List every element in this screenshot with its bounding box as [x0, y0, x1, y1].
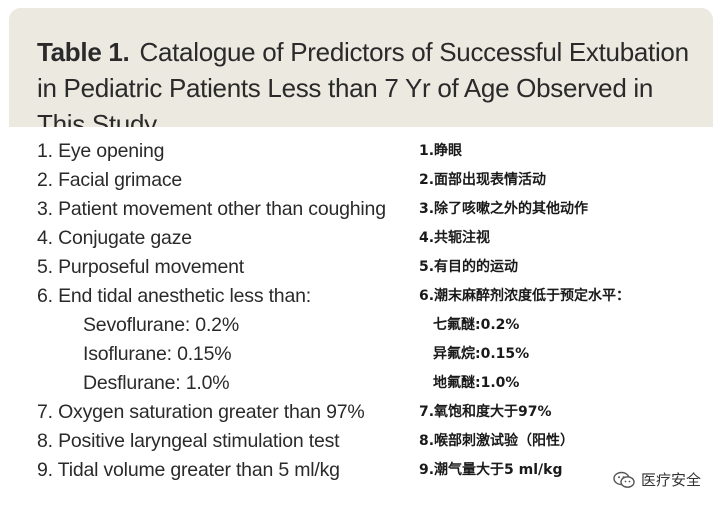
- predictor-item: 4. Conjugate gaze: [37, 227, 192, 249]
- predictor-item: 3. Patient movement other than coughing: [37, 198, 386, 220]
- predictor-subitem: Sevoflurane: 0.2%: [83, 314, 239, 336]
- predictor-list-cn: 1.睁眼 2.面部出现表情活动 3.除了咳嗽之外的其他动作 4.共轭注视 5.有…: [419, 137, 630, 485]
- predictor-subitem-cn: 异氟烷:0.15%: [433, 346, 530, 362]
- predictor-item-cn: 9.潮气量大于5 ml/kg: [419, 462, 563, 478]
- predictor-item-cn: 2.面部出现表情活动: [419, 172, 547, 188]
- table-card: Table 1. Catalogue of Predictors of Succe…: [9, 8, 713, 498]
- table-body: 1. Eye opening 2. Facial grimace 3. Pati…: [9, 127, 713, 498]
- predictor-item: 5. Purposeful movement: [37, 256, 244, 278]
- predictor-subitem: Desflurane: 1.0%: [83, 372, 230, 394]
- table-label: Table 1.: [37, 37, 130, 67]
- predictor-item-cn: 5.有目的的运动: [419, 259, 519, 275]
- predictor-item-cn: 1.睁眼: [419, 143, 463, 159]
- predictor-item: 6. End tidal anesthetic less than:: [37, 285, 311, 307]
- predictor-item: 2. Facial grimace: [37, 169, 183, 191]
- watermark-text: 医疗安全: [640, 471, 701, 489]
- predictor-list-en: 1. Eye opening 2. Facial grimace 3. Pati…: [37, 137, 386, 485]
- predictor-item: 1. Eye opening: [37, 140, 165, 162]
- predictor-item-cn: 8.喉部刺激试验（阳性）: [419, 433, 575, 449]
- predictor-item: 9. Tidal volume greater than 5 ml/kg: [37, 459, 340, 481]
- predictor-item-cn: 4.共轭注视: [419, 230, 491, 246]
- predictor-subitem-cn: 七氟醚:0.2%: [433, 317, 520, 333]
- predictor-item: 8. Positive laryngeal stimulation test: [37, 430, 340, 452]
- table-title-text: Catalogue of Predictors of Successful Ex…: [37, 37, 689, 139]
- predictor-subitem-cn: 地氟醚:1.0%: [433, 375, 520, 391]
- watermark: 医疗安全: [613, 469, 701, 490]
- table-title: Table 1. Catalogue of Predictors of Succe…: [37, 34, 707, 142]
- predictor-item: 7. Oxygen saturation greater than 97%: [37, 401, 365, 423]
- table-header: Table 1. Catalogue of Predictors of Succe…: [9, 8, 713, 139]
- predictor-subitem: Isoflurane: 0.15%: [83, 343, 232, 365]
- predictor-item-cn: 7.氧饱和度大于97%: [419, 404, 552, 420]
- predictor-item-cn: 6.潮末麻醉剂浓度低于预定水平：: [419, 288, 631, 304]
- predictor-item-cn: 3.除了咳嗽之外的其他动作: [419, 201, 589, 217]
- wechat-icon: [613, 471, 635, 489]
